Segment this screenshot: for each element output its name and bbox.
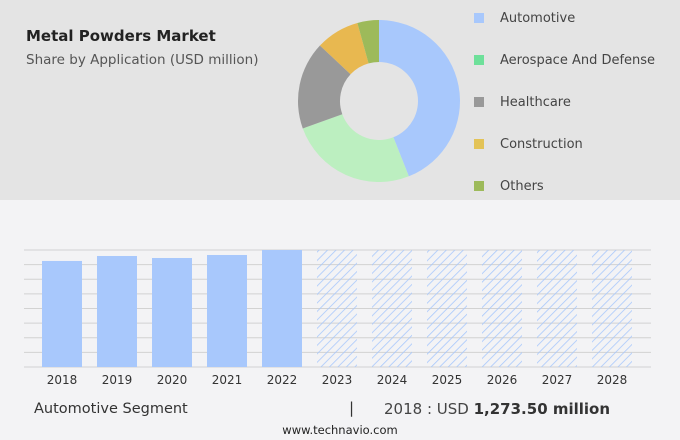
legend-item: Others <box>474 178 544 196</box>
bar-2021 <box>207 254 247 367</box>
x-tick-label: 2023 <box>322 373 353 387</box>
legend-item: Automotive <box>474 10 575 28</box>
bar-forecast-2026 <box>482 250 522 367</box>
x-tick-label: 2028 <box>597 373 628 387</box>
legend-label: Construction <box>500 137 583 152</box>
bar-2018 <box>42 260 82 367</box>
bar-forecast-2024 <box>372 250 412 367</box>
x-tick-label: 2026 <box>487 373 518 387</box>
chart-title: Metal Powders Market <box>26 27 216 45</box>
legend-swatch <box>474 139 484 149</box>
donut-slice-aerospace-and-defense <box>302 114 409 182</box>
year-label: 2018 : USD <box>384 400 469 418</box>
donut-slice-healthcare <box>298 45 351 129</box>
x-tick-label: 2027 <box>542 373 573 387</box>
legend-item: Aerospace And Defense <box>474 52 655 70</box>
x-tick-label: 2021 <box>212 373 243 387</box>
legend-label: Others <box>500 179 544 194</box>
legend-label: Healthcare <box>500 95 571 110</box>
bar-forecast-2023 <box>317 250 357 367</box>
legend-swatch <box>474 13 484 23</box>
separator: | <box>349 399 355 417</box>
donut-slice-construction <box>319 22 369 75</box>
bar-2022 <box>262 250 302 367</box>
x-tick-label: 2024 <box>377 373 408 387</box>
bar-forecast-2025 <box>427 250 467 367</box>
legend-swatch <box>474 181 484 191</box>
source-link[interactable]: www.technavio.com <box>282 423 398 437</box>
legend-item: Construction <box>474 136 583 154</box>
donut-slice-automotive <box>379 20 460 177</box>
legend-swatch <box>474 55 484 65</box>
x-tick-label: 2022 <box>267 373 298 387</box>
bar-2020 <box>152 257 192 367</box>
legend-label: Aerospace And Defense <box>500 53 656 68</box>
legend-item: Healthcare <box>474 94 571 112</box>
legend-label: Automotive <box>500 11 576 26</box>
x-tick-label: 2018 <box>47 373 78 387</box>
legend-swatch <box>474 97 484 107</box>
x-tick-label: 2025 <box>432 373 463 387</box>
segment-value: 2018 : USD 1,273.50 million <box>384 400 610 418</box>
x-tick-label: 2020 <box>157 373 188 387</box>
value-amount: 1,273.50 million <box>473 400 611 418</box>
segment-label: Automotive Segment <box>34 401 188 417</box>
donut-slice-others <box>357 20 379 64</box>
x-tick-label: 2019 <box>102 373 133 387</box>
chart-subtitle: Share by Application (USD million) <box>26 52 259 68</box>
bar-forecast-2027 <box>537 250 577 367</box>
bar-forecast-2028 <box>592 250 632 367</box>
bar-2019 <box>97 255 137 367</box>
